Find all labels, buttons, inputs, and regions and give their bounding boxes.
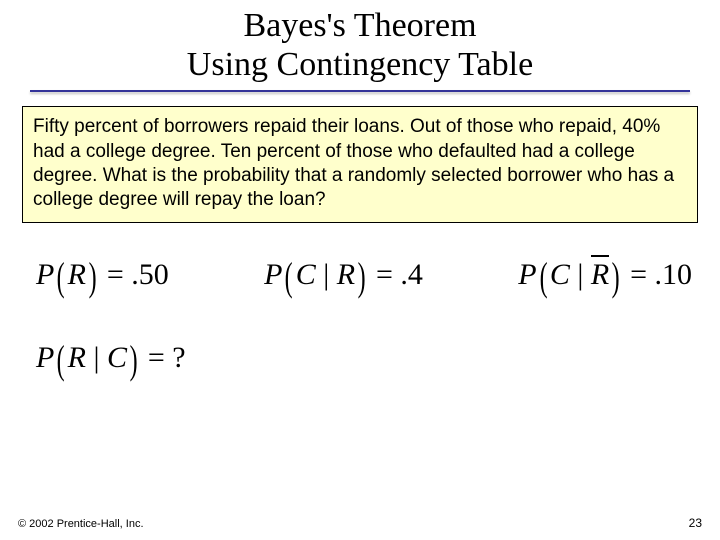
eq-value: .10: [654, 258, 692, 291]
equations-block: P(R) = .50 P(C | R) = .4 P(C | R) = .10 …: [22, 253, 698, 383]
eq-arg: R: [68, 258, 86, 291]
eq-func: P: [36, 341, 54, 374]
title-line-1: Bayes's Theorem: [0, 6, 720, 45]
title-underline: [30, 90, 690, 92]
copyright-text: © 2002 Prentice-Hall, Inc.: [18, 518, 144, 530]
eq-func: P: [264, 258, 282, 291]
eq-func: P: [36, 258, 54, 291]
eq-value: .50: [131, 258, 169, 291]
page-number: 23: [689, 516, 702, 530]
equation-p-c-given-rbar: P(C | R) = .10: [518, 253, 692, 300]
equation-p-r-given-c: P(R | C) = ?: [36, 341, 186, 374]
slide-title: Bayes's Theorem Using Contingency Table: [0, 0, 720, 92]
eq-arg: R | C: [68, 341, 127, 374]
eq-value: .4: [400, 258, 423, 291]
equation-row-1: P(R) = .50 P(C | R) = .4 P(C | R) = .10: [22, 253, 698, 300]
eq-func: P: [518, 258, 536, 291]
eq-arg: C | R: [550, 258, 609, 291]
title-line-2: Using Contingency Table: [0, 45, 720, 84]
eq-value: ?: [172, 341, 185, 374]
equation-p-c-given-r: P(C | R) = .4: [264, 253, 423, 300]
equation-row-2: P(R | C) = ?: [22, 336, 698, 383]
eq-arg: C | R: [296, 258, 355, 291]
equation-p-r: P(R) = .50: [36, 253, 169, 300]
slide-footer: © 2002 Prentice-Hall, Inc. 23: [18, 516, 702, 530]
problem-statement-box: Fifty percent of borrowers repaid their …: [22, 106, 698, 223]
slide: Bayes's Theorem Using Contingency Table …: [0, 0, 720, 540]
problem-statement-text: Fifty percent of borrowers repaid their …: [33, 115, 687, 212]
